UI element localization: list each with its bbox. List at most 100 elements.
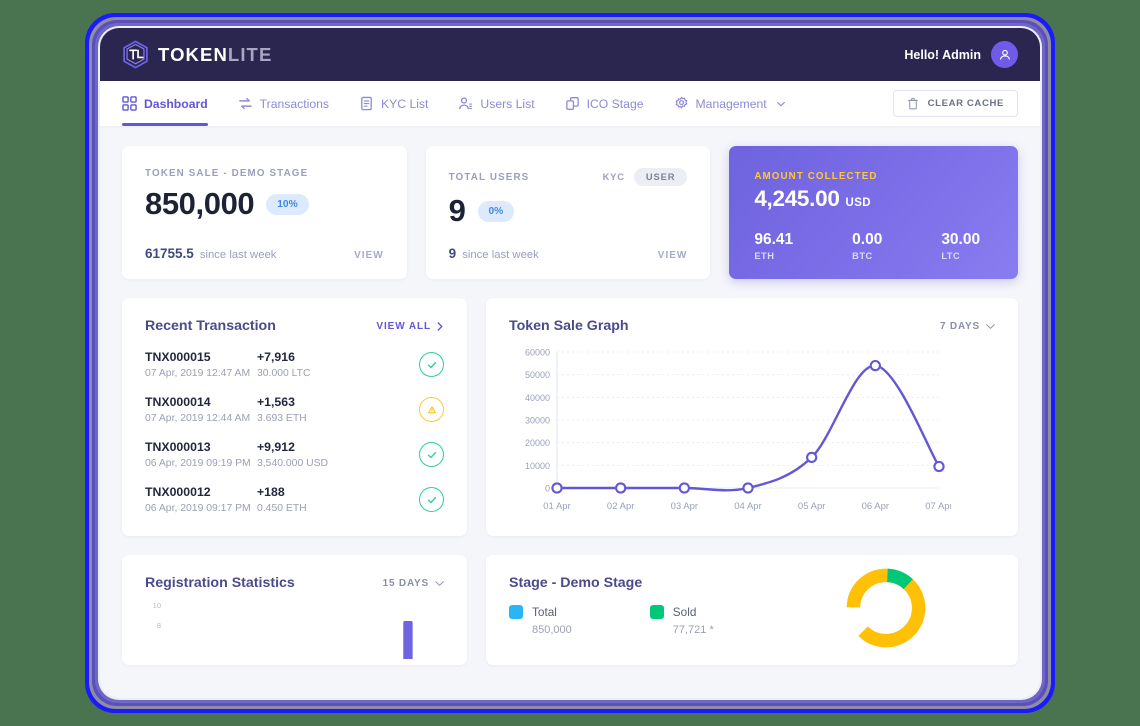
registration-bar-chart: 10 8 [153, 601, 413, 659]
nav-item-transactions[interactable]: Transactions [238, 81, 342, 126]
svg-text:06 Apr: 06 Apr [862, 501, 889, 512]
nav-item-management[interactable]: Management [674, 81, 799, 126]
tx-amount-cell: +7,916 30.000 LTC [257, 350, 385, 379]
total-users-header: TOTAL USERS KYC USER [449, 168, 688, 186]
registration-range-select[interactable]: 15 DAYS [383, 578, 444, 589]
nav-item-dashboard[interactable]: Dashboard [122, 81, 221, 126]
amount-collected-label: AMOUNT COLLECTED [754, 171, 878, 182]
tx-currency: 30.000 LTC [257, 368, 311, 379]
legend-total-name: Total [532, 605, 557, 619]
token-sale-value: 850,000 [145, 186, 255, 221]
tx-date: 06 Apr, 2019 09:17 PM [145, 503, 251, 514]
nav-label-users-list: Users List [480, 96, 535, 111]
tx-id: TNX000014 [145, 395, 211, 409]
svg-text:50000: 50000 [525, 370, 550, 380]
nav-label-kyc-list: KYC List [381, 96, 429, 111]
topbar: TOKENLITE Hello! Admin [100, 28, 1040, 81]
table-row[interactable]: TNX000015 07 Apr, 2019 12:47 AM +7,916 3… [145, 350, 444, 379]
device-frame: TOKENLITE Hello! Admin Dashboard [85, 13, 1055, 713]
legend-total-value: 850,000 [532, 624, 572, 636]
registration-statistics-panel: Registration Statistics 15 DAYS 10 8 [122, 555, 467, 665]
total-users-footer: 9 since last week VIEW [449, 246, 688, 261]
user-group-icon [459, 97, 473, 110]
layers-stack-icon [565, 97, 579, 110]
token-sale-badge: 10% [266, 193, 309, 215]
token-sale-graph-title: Token Sale Graph [509, 318, 629, 334]
nav-item-users-list[interactable]: Users List [458, 81, 547, 126]
table-row[interactable]: TNX000012 06 Apr, 2019 09:17 PM +188 0.4… [145, 485, 444, 514]
token-sale-header: TOKEN SALE - DEMO STAGE [145, 168, 384, 179]
view-all-link[interactable]: VIEW ALL [376, 321, 444, 332]
tx-amount: +7,916 [257, 350, 295, 364]
status-badge [419, 352, 444, 377]
token-sale-main: 850,000 10% [145, 186, 384, 222]
token-sale-graph-header: Token Sale Graph 7 DAYS [509, 318, 995, 334]
nav-item-kyc-list[interactable]: KYC List [359, 81, 441, 126]
coin-eth-amount: 96.41 [754, 231, 794, 248]
recent-transaction-title: Recent Transaction [145, 318, 276, 334]
nav-item-ico-stage[interactable]: ICO Stage [565, 81, 657, 126]
panel-row: Recent Transaction VIEW ALL TNX000015 07… [122, 298, 1018, 536]
svg-text:30000: 30000 [525, 416, 550, 426]
gear-icon [675, 96, 687, 109]
stage-title: Stage - Demo Stage [509, 575, 643, 591]
tx-date: 07 Apr, 2019 12:44 AM [145, 413, 251, 424]
tx-date: 06 Apr, 2019 09:19 PM [145, 458, 251, 469]
legend-swatch-sold [649, 605, 664, 619]
total-users-delta: 9 [448, 246, 457, 261]
nav-label-ico-stage: ICO Stage [586, 96, 644, 111]
token-sale-view-link[interactable]: VIEW [354, 250, 384, 261]
chevron-right-icon [437, 321, 443, 331]
legend-sold-value: 77,721 * [672, 624, 714, 636]
brand-wordmark: TOKENLITE [158, 44, 272, 66]
donut-svg [846, 568, 926, 648]
tx-amount-cell: +188 0.450 ETH [257, 485, 385, 514]
registration-range-label: 15 DAYS [382, 577, 429, 589]
legend-sold-top: Sold [649, 605, 714, 619]
status-badge [419, 397, 444, 422]
tx-id: TNX000015 [145, 350, 211, 364]
tx-amount: +9,912 [257, 440, 295, 454]
svg-text:04 Apr: 04 Apr [734, 501, 761, 512]
tx-id-cell: TNX000013 06 Apr, 2019 09:19 PM [145, 440, 257, 469]
coin-breakdown-row: 96.41 ETH 0.00 BTC 30.00 LTC [754, 231, 980, 261]
avatar[interactable] [991, 41, 1018, 68]
table-row[interactable]: TNX000013 06 Apr, 2019 09:19 PM +9,912 3… [145, 440, 444, 469]
total-users-view-link[interactable]: VIEW [657, 250, 688, 261]
tx-amount: +1,563 [257, 395, 295, 409]
tx-id-cell: TNX000015 07 Apr, 2019 12:47 AM [145, 350, 257, 379]
user-pill[interactable]: USER [633, 168, 688, 186]
nav-label-transactions: Transactions [259, 96, 329, 111]
stage-header: Stage - Demo Stage [509, 575, 995, 591]
frame-layer-mid: TOKENLITE Hello! Admin Dashboard [92, 20, 1048, 706]
svg-text:05 Apr: 05 Apr [798, 501, 825, 512]
app-window: TOKENLITE Hello! Admin Dashboard [100, 28, 1040, 698]
svg-text:01 Apr: 01 Apr [543, 501, 570, 512]
token-sale-delta: 61755.5 [145, 246, 194, 261]
warning-triangle-icon [419, 397, 444, 422]
frame-layer-inner: TOKENLITE Hello! Admin Dashboard [95, 23, 1045, 703]
tx-id-cell: TNX000012 06 Apr, 2019 09:17 PM [145, 485, 257, 514]
chevron-down-icon [776, 101, 785, 106]
clear-cache-button[interactable]: CLEAR CACHE [892, 90, 1018, 117]
grid-dashboard-icon [122, 96, 137, 111]
check-circle-icon [419, 487, 444, 512]
table-row[interactable]: TNX000014 07 Apr, 2019 12:44 AM +1,563 3… [145, 395, 444, 424]
stage-donut-chart [806, 563, 966, 658]
coin-ltc-symbol: LTC [941, 251, 961, 261]
tokenlite-logo-icon [123, 40, 148, 69]
brand-logo-link[interactable]: TOKENLITE [122, 40, 272, 69]
graph-range-select[interactable]: 7 DAYS [940, 321, 995, 332]
graph-range-label: 7 DAYS [939, 320, 980, 332]
total-users-kyc-group: KYC USER [603, 168, 688, 186]
token-sale-delta-text: since last week [199, 249, 277, 261]
svg-text:10000: 10000 [525, 461, 550, 471]
status-badge [419, 442, 444, 467]
frame-layer-outer: TOKENLITE Hello! Admin Dashboard [89, 17, 1051, 709]
kyc-label[interactable]: KYC [602, 172, 625, 182]
user-avatar-icon [999, 49, 1010, 60]
legend-total-top: Total [509, 605, 572, 619]
tx-id: TNX000012 [145, 485, 211, 499]
tx-amount-cell: +9,912 3,540.000 USD [257, 440, 385, 469]
svg-text:20000: 20000 [525, 438, 550, 448]
